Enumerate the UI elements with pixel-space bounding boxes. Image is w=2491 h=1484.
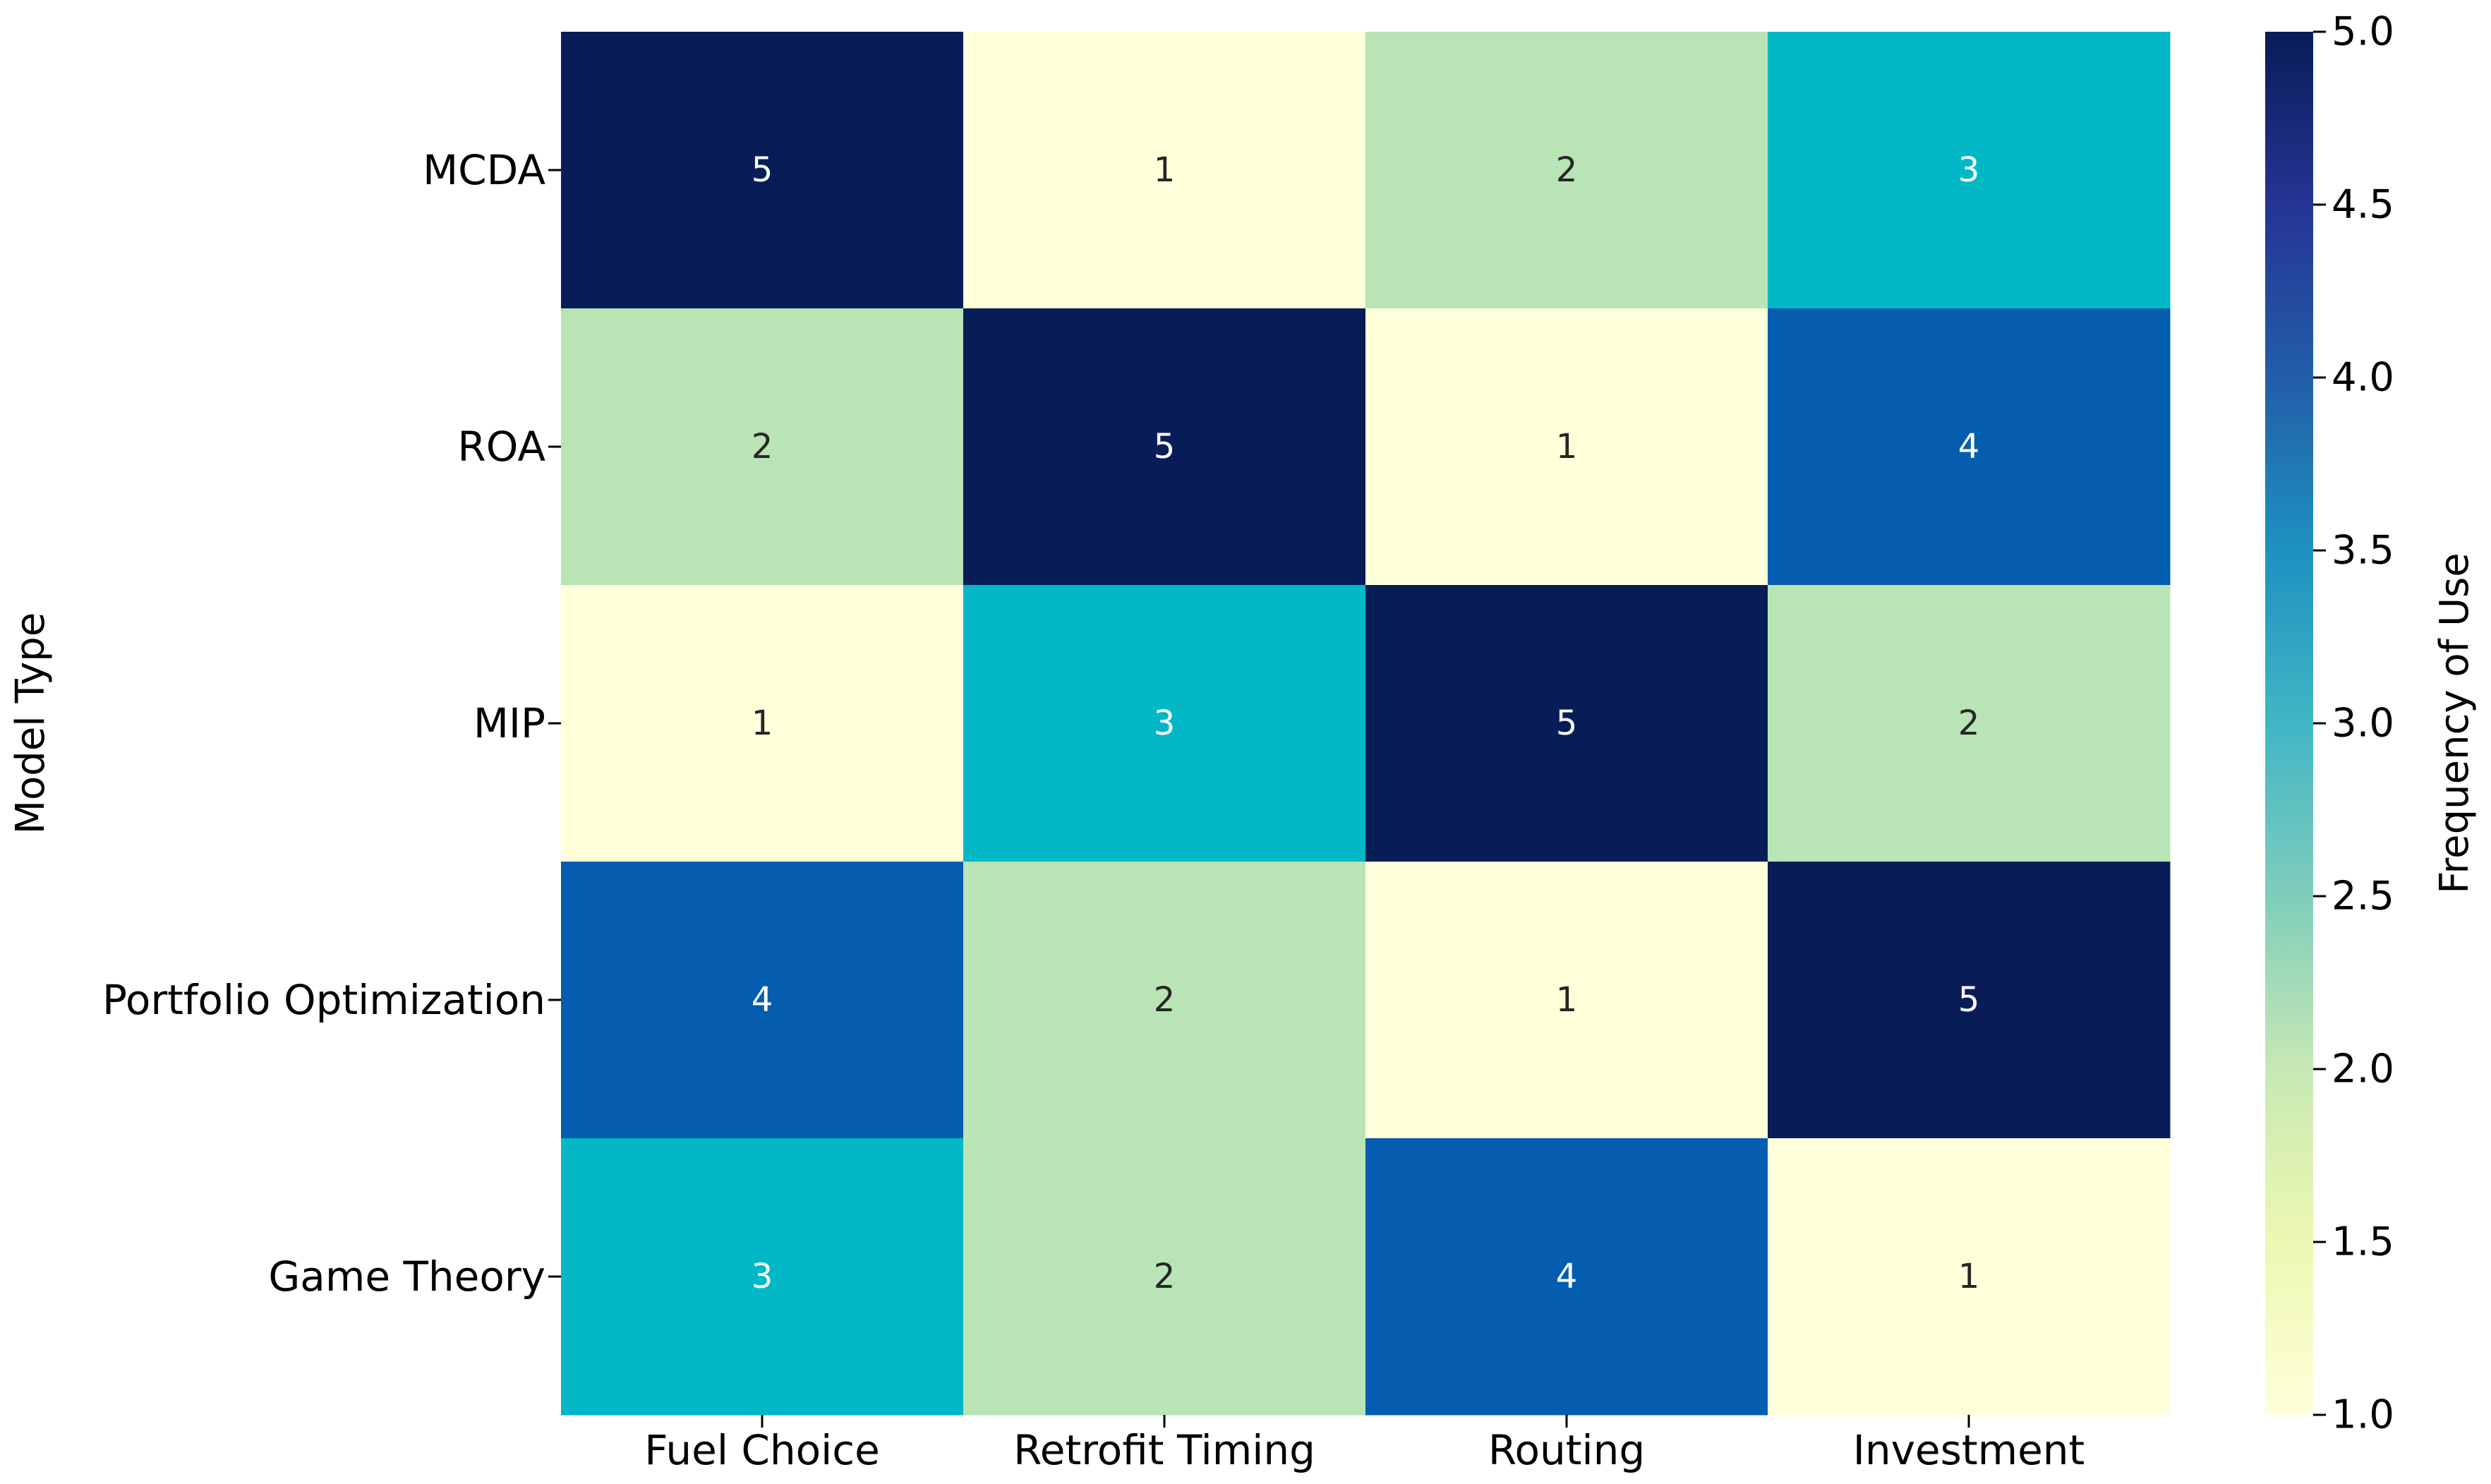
- heatmap-cell: [1365, 862, 1768, 1139]
- heatmap-cell: [1365, 32, 1768, 309]
- cell-value-label: 2: [752, 427, 773, 466]
- y-tick-label: ROA: [457, 423, 545, 471]
- cell-value-label: 2: [1154, 980, 1176, 1020]
- x-tick-label: Fuel Choice: [644, 1426, 880, 1474]
- heatmap-cell: [963, 1138, 1366, 1416]
- cell-value-label: 3: [752, 1257, 773, 1296]
- y-tick-label: MCDA: [423, 146, 545, 194]
- colorbar-tick-label: 5.0: [2332, 9, 2394, 55]
- colorbar-tick-label: 1.0: [2332, 1392, 2394, 1438]
- heatmap-cell: [963, 862, 1366, 1139]
- y-tick-label: MIP: [474, 699, 545, 747]
- cell-value-label: 2: [1154, 1257, 1176, 1296]
- heatmap-cell: [1768, 585, 2171, 862]
- y-axis: MCDA ROA MIP Portfolio Optimization Game The…: [102, 146, 561, 1301]
- heatmap-cell: [1768, 308, 2171, 586]
- heatmap-cell: [561, 862, 964, 1139]
- cell-value-label: 5: [1958, 980, 1980, 1020]
- colorbar-tick-label: 2.0: [2332, 1046, 2394, 1092]
- cell-value-label: 5: [752, 150, 773, 190]
- heatmap-cell: [963, 585, 1366, 862]
- cell-value-label: 4: [752, 980, 773, 1020]
- cell-value-label: 1: [1556, 980, 1578, 1020]
- cell-value-label: 4: [1556, 1257, 1578, 1296]
- heatmap-cell: [561, 308, 964, 586]
- x-tick-label: Routing: [1488, 1426, 1645, 1474]
- colorbar-tick-label: 4.0: [2332, 355, 2394, 401]
- x-tick-label: Investment: [1853, 1426, 2085, 1474]
- colorbar-tick-label: 3.5: [2332, 528, 2394, 574]
- heatmap-cell: [561, 585, 964, 862]
- cell-value-label: 4: [1958, 427, 1980, 466]
- heatmap-cell: [1768, 32, 2171, 309]
- heatmap-cell: [1365, 1138, 1768, 1416]
- heatmap-cell: [1768, 1138, 2171, 1416]
- heatmap-cell: [963, 32, 1366, 309]
- colorbar-tick-label: 4.5: [2332, 182, 2394, 228]
- colorbar-label: Frequency of Use: [2432, 553, 2478, 894]
- heatmap-cell: [963, 308, 1366, 586]
- cell-value-label: 1: [1556, 427, 1578, 466]
- colorbar: [2265, 32, 2313, 1415]
- heatmap-cells: [561, 32, 2171, 1416]
- heatmap-cell: [561, 32, 964, 309]
- heatmap-cell-labels: 5 1 2 3 2 5 1 4 1 3 5 2 4 2 1 5 3 2 4 1: [752, 150, 1980, 1296]
- x-tick-label: Retrofit Timing: [1013, 1426, 1315, 1474]
- colorbar-tick-label: 1.5: [2332, 1219, 2394, 1265]
- cell-value-label: 2: [1958, 704, 1980, 743]
- colorbar-tick-label: 2.5: [2332, 874, 2394, 919]
- cell-value-label: 2: [1556, 150, 1578, 190]
- cell-value-label: 5: [1556, 704, 1578, 743]
- cell-value-label: 1: [1958, 1257, 1980, 1296]
- y-tick-label: Portfolio Optimization: [102, 976, 545, 1024]
- y-tick-label: Game Theory: [268, 1253, 545, 1301]
- y-axis-label: Model Type: [8, 613, 54, 835]
- x-axis: Fuel Choice Retrofit Timing Routing Investm…: [644, 1415, 2085, 1474]
- heatmap-cell: [1365, 585, 1768, 862]
- colorbar-ticks: 1.0 1.5 2.0 2.5 3.0 3.5 4.0 4.5 5.0: [2313, 9, 2394, 1438]
- colorbar-gradient: [2265, 32, 2313, 1415]
- heatmap-cell: [1365, 308, 1768, 586]
- cell-value-label: 1: [752, 704, 773, 743]
- heatmap-cell: [1768, 862, 2171, 1139]
- cell-value-label: 5: [1154, 427, 1176, 466]
- cell-value-label: 3: [1154, 704, 1176, 743]
- colorbar-tick-label: 3.0: [2332, 701, 2394, 747]
- heatmap-cell: [561, 1138, 964, 1416]
- cell-value-label: 1: [1154, 150, 1176, 190]
- cell-value-label: 3: [1958, 150, 1980, 190]
